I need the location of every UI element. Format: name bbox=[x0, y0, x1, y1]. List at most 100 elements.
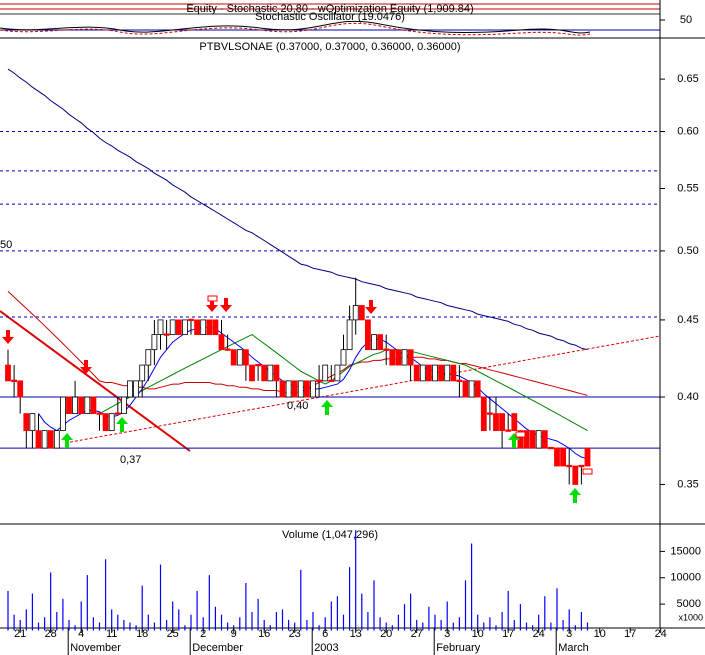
volume-bar bbox=[294, 622, 296, 631]
volume-bar bbox=[172, 601, 174, 631]
candle-body bbox=[438, 364, 445, 382]
volume-bar bbox=[220, 614, 223, 631]
moving-average bbox=[99, 334, 588, 432]
volume-bar bbox=[98, 622, 101, 631]
volume-bar bbox=[123, 619, 125, 631]
candle-body bbox=[279, 380, 286, 398]
volume-bar bbox=[184, 625, 186, 631]
candle-body bbox=[291, 380, 298, 398]
candle-body bbox=[523, 430, 530, 449]
x-tick-label: 24 bbox=[533, 628, 545, 640]
volume-bar bbox=[562, 619, 564, 631]
x-tick-label: 2 bbox=[200, 628, 206, 640]
candle-body bbox=[133, 380, 140, 398]
volume-bar bbox=[233, 625, 235, 631]
volume-bar bbox=[44, 617, 46, 631]
x-tick-label: 23 bbox=[289, 628, 301, 640]
candle-body bbox=[511, 413, 518, 432]
candle-body bbox=[255, 363, 262, 367]
volume-bar bbox=[489, 617, 491, 631]
volume-bar bbox=[355, 530, 357, 631]
volume-bar bbox=[37, 622, 40, 631]
volume-bar bbox=[440, 619, 442, 631]
volume-bar bbox=[68, 619, 70, 631]
candle-body bbox=[566, 464, 573, 468]
candle-body bbox=[273, 364, 280, 382]
candle-body bbox=[389, 349, 396, 366]
candle-body bbox=[322, 364, 329, 382]
candle-body bbox=[157, 319, 164, 336]
candle-body bbox=[53, 430, 60, 449]
x-tick-label: 17 bbox=[624, 628, 636, 640]
volume-bar bbox=[379, 617, 381, 631]
volume-bar bbox=[190, 614, 192, 631]
candle-body bbox=[66, 396, 72, 415]
stochastic-panel bbox=[0, 3, 705, 39]
volume-bar bbox=[391, 625, 393, 631]
volume-bar bbox=[202, 617, 204, 631]
x-tick-label: 4 bbox=[78, 628, 84, 640]
volume-bar bbox=[111, 609, 113, 631]
candle-body bbox=[261, 364, 268, 382]
volume-bar bbox=[324, 617, 326, 631]
x-tick-label: 13 bbox=[350, 628, 362, 640]
x-tick-label: 17 bbox=[502, 628, 514, 640]
candle-body bbox=[84, 396, 91, 415]
volume-bar bbox=[62, 598, 64, 631]
candle-body bbox=[242, 349, 249, 366]
volume-bar bbox=[56, 612, 58, 631]
volume-bar bbox=[525, 622, 528, 631]
candle-body bbox=[316, 379, 323, 383]
candle-body bbox=[23, 413, 30, 432]
candle-body bbox=[200, 319, 207, 336]
candle-body bbox=[102, 413, 109, 432]
y-tick-label: 15000 bbox=[670, 545, 701, 557]
candle-body bbox=[230, 349, 237, 366]
volume-bar bbox=[159, 564, 162, 631]
candle-body bbox=[560, 447, 566, 467]
candle-body bbox=[499, 413, 506, 432]
volume-bar bbox=[31, 593, 33, 631]
x-tick-label: 25 bbox=[167, 628, 179, 640]
volume-bar bbox=[147, 614, 149, 631]
stochastic-subtitle: Stochastic Oscillator (19.0476) bbox=[255, 11, 405, 23]
volume-bar bbox=[385, 622, 387, 631]
candle-body bbox=[163, 333, 170, 336]
volume-bar bbox=[538, 614, 540, 631]
candle-body bbox=[267, 364, 274, 382]
candle-body bbox=[114, 412, 121, 415]
volume-bar bbox=[312, 612, 314, 631]
stochastic-title: Equity - Stochastic 20,80 - wOptimizatio… bbox=[186, 3, 473, 15]
candle-body bbox=[194, 319, 201, 336]
candle-body bbox=[395, 349, 402, 366]
volume-bar bbox=[300, 569, 302, 631]
candle-body bbox=[297, 380, 304, 398]
candle-body bbox=[72, 396, 78, 415]
candle-body bbox=[310, 380, 316, 398]
volume-bar bbox=[74, 625, 76, 631]
x-tick-label: 27 bbox=[411, 628, 423, 640]
volume-bar bbox=[483, 622, 485, 631]
volume-bar bbox=[227, 622, 229, 631]
candle-body bbox=[285, 380, 292, 398]
volume-bar bbox=[428, 606, 430, 631]
volume-bar bbox=[141, 585, 143, 631]
candle-body bbox=[206, 319, 213, 336]
candle-body bbox=[188, 318, 194, 322]
candle-body bbox=[5, 364, 11, 382]
x-tick-label: 6 bbox=[322, 628, 328, 640]
candle-body bbox=[151, 334, 158, 351]
candle-body bbox=[127, 380, 133, 398]
y-tick-label: 0.55 bbox=[677, 182, 698, 194]
volume-bar bbox=[373, 580, 375, 631]
volume-bar bbox=[214, 606, 216, 631]
volume-bar bbox=[349, 567, 351, 631]
candle-body bbox=[346, 319, 353, 351]
volume-bar bbox=[80, 601, 82, 631]
candle-body bbox=[462, 380, 469, 398]
volume-bar bbox=[7, 590, 9, 631]
month-label: 2003 bbox=[314, 642, 338, 654]
month-label: November bbox=[70, 642, 121, 654]
x-tick-label: 21 bbox=[14, 628, 26, 640]
candle-body bbox=[486, 412, 493, 415]
